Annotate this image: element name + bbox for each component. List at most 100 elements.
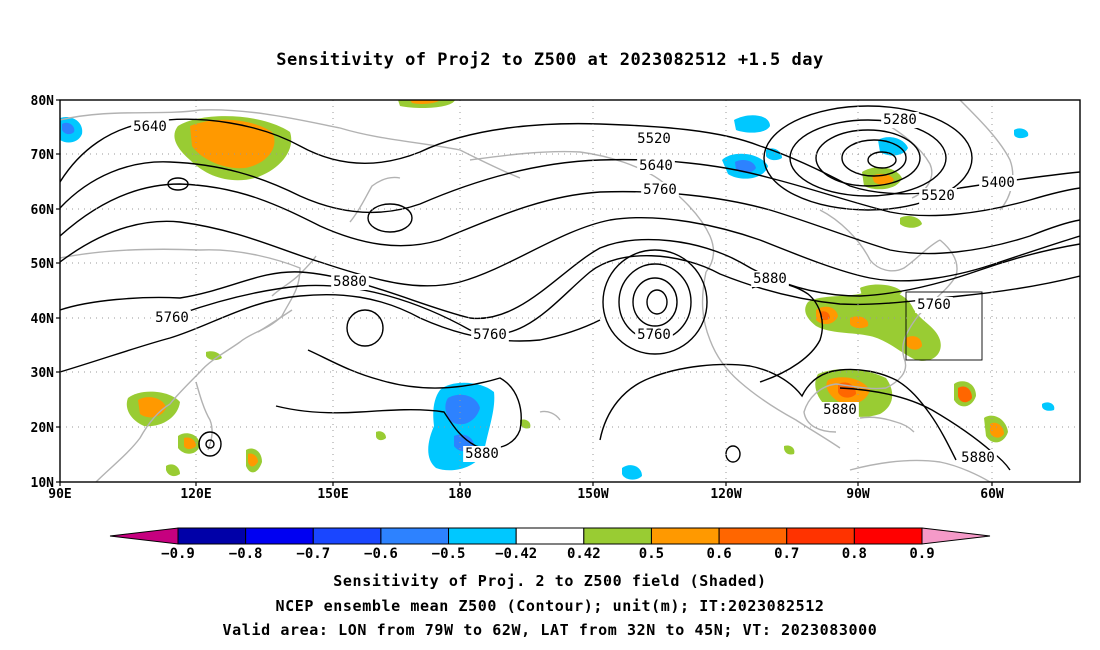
contour-label: 5880 bbox=[465, 446, 499, 462]
footer-line-3: Valid area: LON from 79W to 62W, LAT fro… bbox=[222, 621, 878, 639]
colorbar-bin bbox=[380, 527, 450, 545]
contour-line bbox=[60, 158, 1080, 217]
shade-positive bbox=[166, 464, 180, 477]
z500-contours bbox=[60, 105, 1080, 471]
colorbar-over-arrow bbox=[921, 527, 991, 545]
coastline-japan bbox=[271, 255, 317, 297]
contour-label-bg bbox=[131, 119, 169, 135]
coastline-japan-south bbox=[257, 309, 293, 333]
shade-negative bbox=[1042, 402, 1055, 411]
shade-positive bbox=[850, 316, 869, 329]
colorbar-label: 0.7 bbox=[774, 546, 799, 562]
contour-closed bbox=[867, 151, 897, 169]
lon-tick-label: 180 bbox=[448, 487, 472, 502]
shade-positive bbox=[958, 386, 972, 403]
shade-positive bbox=[248, 453, 258, 467]
contour-label-bg bbox=[751, 271, 789, 287]
contour-label-bg bbox=[331, 274, 369, 290]
shade-negative bbox=[62, 122, 75, 135]
contour-closed bbox=[841, 139, 907, 177]
coastline-philippines bbox=[195, 381, 213, 451]
lon-tick-label: 90W bbox=[846, 487, 870, 502]
coastline-north-america-east bbox=[885, 239, 958, 389]
contour-label: 5880 bbox=[333, 274, 367, 290]
shade-positive bbox=[410, 100, 440, 104]
map-frame bbox=[59, 99, 1081, 483]
lat-tick-label: 30N bbox=[31, 366, 55, 381]
contour-closed bbox=[789, 119, 947, 197]
lat-tick-label: 10N bbox=[31, 476, 55, 491]
lat-tick-label: 80N bbox=[31, 94, 55, 109]
colorbar-label: −0.9 bbox=[161, 546, 195, 562]
contour-label-bg bbox=[463, 446, 501, 462]
colorbar-under-arrow bbox=[109, 527, 179, 545]
contour-line bbox=[751, 282, 824, 383]
colorbar-bin bbox=[853, 527, 923, 545]
contour-label: 5760 bbox=[917, 297, 951, 313]
colorbar-bin bbox=[312, 527, 382, 545]
colorbar-bin bbox=[583, 527, 652, 545]
colorbar-bin bbox=[650, 527, 720, 545]
contour-label: 5640 bbox=[133, 119, 167, 135]
shade-positive bbox=[184, 437, 196, 449]
latitude-axis: 80N 70N 60N 50N 40N 30N 20N 10N bbox=[31, 94, 60, 491]
colorbar-label: 0.6 bbox=[706, 546, 731, 562]
colorbar-label: −0.6 bbox=[364, 546, 398, 562]
coastline-asia bbox=[60, 248, 301, 482]
shade-negative bbox=[735, 160, 756, 173]
footer-line-1: Sensitivity of Proj. 2 to Z500 field (Sh… bbox=[333, 572, 767, 590]
shade-positive bbox=[520, 419, 531, 429]
valid-area-box bbox=[905, 291, 983, 361]
contour-closed bbox=[346, 309, 384, 347]
contour-line bbox=[839, 387, 1011, 471]
lon-tick-label: 150E bbox=[317, 487, 348, 502]
contour-label: 5760 bbox=[637, 327, 671, 343]
contour-line bbox=[60, 238, 1080, 320]
shade-positive bbox=[906, 336, 922, 350]
colorbar-label: −0.5 bbox=[432, 546, 466, 562]
lon-tick-label: 90E bbox=[48, 487, 71, 502]
contour-line bbox=[60, 183, 1080, 255]
shade-negative bbox=[445, 394, 480, 425]
lon-tick-label: 120E bbox=[180, 487, 211, 502]
contour-label-bg bbox=[635, 327, 673, 343]
contour-closed bbox=[725, 445, 741, 463]
colorbar-label: −0.42 bbox=[495, 546, 537, 562]
shade-positive bbox=[900, 216, 922, 228]
contour-label: 5760 bbox=[155, 310, 189, 326]
colorbar-label: −0.7 bbox=[296, 546, 330, 562]
contour-closed bbox=[602, 249, 708, 355]
contour-closed bbox=[763, 105, 973, 211]
contour-closed bbox=[205, 439, 215, 449]
contour-closed bbox=[646, 289, 668, 315]
contour-label: 5760 bbox=[643, 182, 677, 198]
contour-label: 5520 bbox=[921, 188, 955, 204]
colorbar-bin bbox=[515, 527, 585, 545]
coastline-hudson bbox=[819, 209, 941, 272]
longitude-axis: 90E 120E 150E 180 150W 120W 90W 60W bbox=[48, 482, 1004, 502]
contour-label-bg bbox=[959, 450, 997, 466]
colorbar-bin bbox=[177, 527, 247, 545]
shaded-sensitivity bbox=[60, 100, 1055, 480]
contour-line bbox=[60, 293, 601, 373]
shade-positive bbox=[872, 173, 894, 185]
contour-closed bbox=[815, 129, 921, 187]
lon-tick-label: 150W bbox=[577, 487, 608, 502]
contour-label: 5400 bbox=[981, 175, 1015, 191]
coastline-cuba bbox=[859, 416, 915, 433]
colorbar-label: 0.5 bbox=[639, 546, 664, 562]
shade-negative bbox=[622, 465, 642, 480]
coastline-greenland bbox=[959, 100, 1014, 211]
coastline-islands-pacific bbox=[539, 410, 561, 421]
lat-tick-label: 50N bbox=[31, 257, 55, 272]
contour-label: 5520 bbox=[637, 131, 671, 147]
colorbar-bin bbox=[448, 527, 517, 545]
contour-label-bg bbox=[471, 327, 509, 343]
coastline-south-america bbox=[849, 459, 991, 482]
map-title: Sensitivity of Proj2 to Z500 at 20230825… bbox=[276, 50, 824, 70]
contour-label-bg bbox=[641, 182, 679, 198]
lat-tick-label: 70N bbox=[31, 148, 55, 163]
contour-label-bg bbox=[821, 402, 859, 418]
lon-tick-label: 60W bbox=[980, 487, 1004, 502]
